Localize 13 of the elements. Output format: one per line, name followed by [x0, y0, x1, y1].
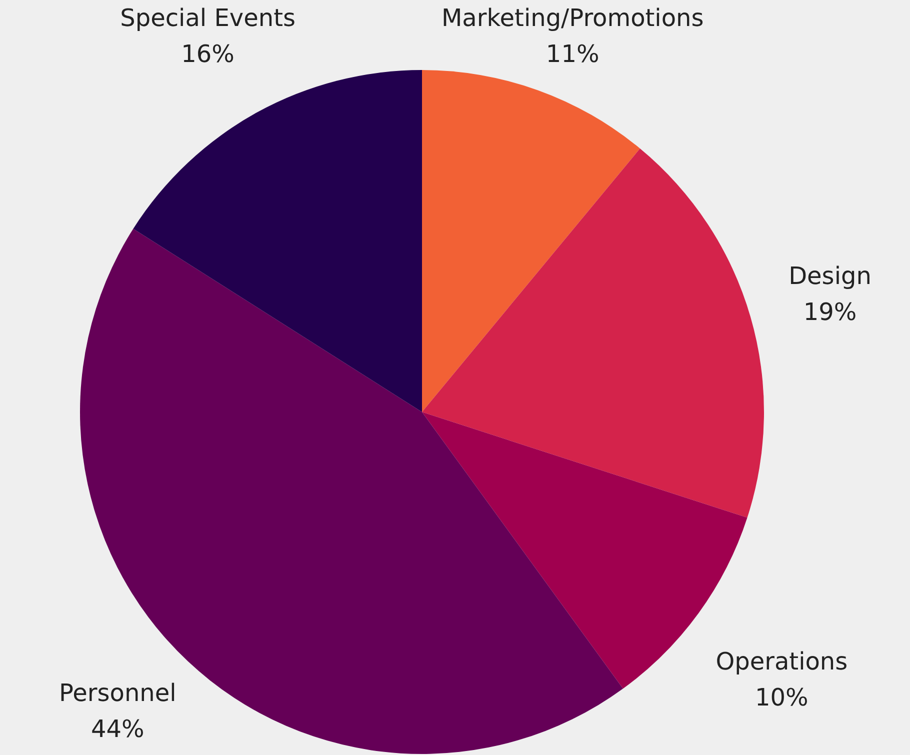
slice-label: Design — [788, 262, 872, 290]
pie-slice — [133, 70, 422, 412]
slice-label: Special Events — [120, 4, 296, 32]
pie-slice — [422, 70, 640, 412]
data-label: 11% — [546, 40, 600, 68]
data-label: 44% — [90, 715, 144, 743]
data-label: 19% — [803, 298, 857, 326]
pie-slice — [422, 148, 764, 518]
slice-label: Marketing/Promotions — [441, 4, 704, 32]
data-label: 10% — [755, 683, 808, 712]
slice-label: Operations — [716, 647, 848, 676]
data-label: 16% — [181, 40, 234, 68]
slice-label: Personnel — [59, 679, 176, 707]
